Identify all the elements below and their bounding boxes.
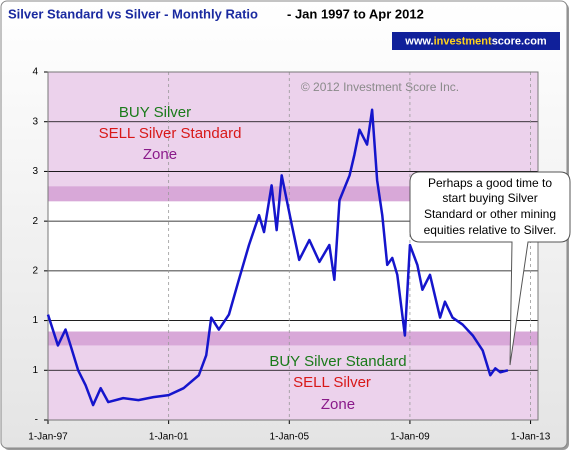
badge-part: investment bbox=[434, 35, 492, 47]
callout-text: Perhaps a good time to bbox=[428, 176, 552, 190]
chart-subtitle: - Jan 1997 to Apr 2012 bbox=[287, 6, 424, 21]
callout-box bbox=[409, 171, 571, 366]
x-tick-label: 1-Jan-09 bbox=[390, 432, 430, 443]
y-tick-label: 2 bbox=[32, 265, 38, 276]
callout-text: equities relative to Silver. bbox=[424, 223, 557, 237]
badge: www.investmentscore.com bbox=[404, 35, 547, 47]
plot-area: - 1 1 2 2 3 3 4 1-Jan-97 1-Jan-01 1-Jan-05 1-Jan-09… bbox=[28, 67, 550, 443]
copyright: © 2012 Investment Score Inc. bbox=[301, 80, 459, 94]
x-tick-label: 1-Jan-97 bbox=[28, 432, 68, 443]
badge-bg bbox=[392, 32, 560, 50]
y-tick-label: 3 bbox=[32, 116, 38, 127]
y-tick-label: 3 bbox=[32, 166, 38, 177]
y-tick-label: 1 bbox=[32, 315, 38, 326]
x-tick-label: 1-Jan-13 bbox=[511, 432, 551, 443]
x-tick-label: 1-Jan-05 bbox=[270, 432, 310, 443]
y-tick-label: 2 bbox=[32, 216, 38, 227]
annotation: Zone bbox=[321, 396, 355, 413]
annotation: Zone bbox=[143, 146, 177, 163]
y-tick-label: - bbox=[35, 415, 38, 426]
annotation: BUY Silver bbox=[119, 104, 191, 121]
y-tick-label: 1 bbox=[32, 365, 38, 376]
zone-band bbox=[48, 331, 538, 346]
chart-title: Silver Standard vs Silver - Monthly Rati… bbox=[8, 6, 258, 21]
badge-part: www. bbox=[404, 35, 433, 47]
callout-text: start buying Silver bbox=[442, 191, 537, 205]
badge-part: score.com bbox=[492, 35, 547, 47]
plot-border bbox=[47, 71, 539, 421]
annotation: SELL Silver Standard bbox=[99, 125, 242, 142]
y-tick-label: 4 bbox=[32, 67, 38, 78]
series-line bbox=[46, 108, 509, 407]
callout-text: Standard or other mining bbox=[424, 207, 556, 221]
annotation: BUY Silver Standard bbox=[269, 353, 406, 370]
annotation: SELL Silver bbox=[293, 374, 371, 391]
x-tick-label: 1-Jan-01 bbox=[149, 432, 189, 443]
